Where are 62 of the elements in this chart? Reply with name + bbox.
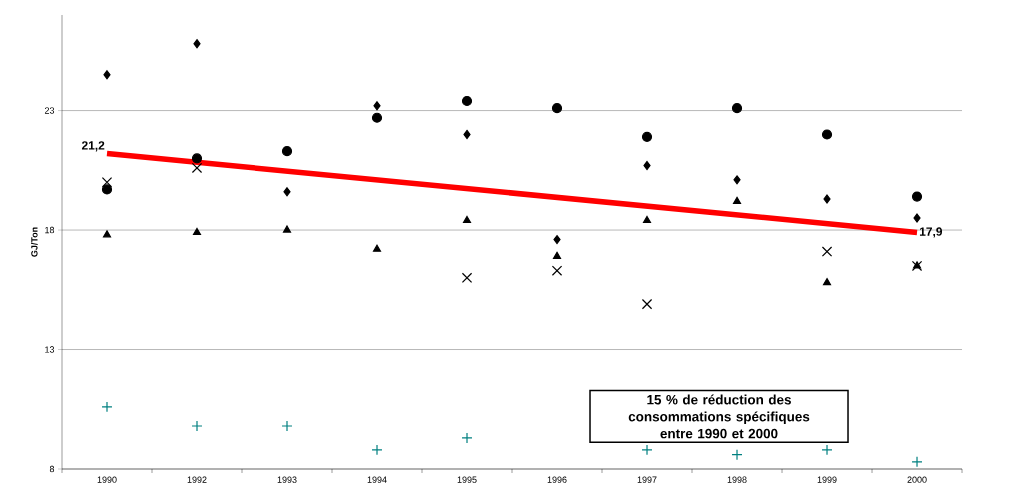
y-tick-label: 13 (45, 346, 55, 353)
point (191, 153, 203, 164)
point (281, 146, 293, 157)
point (553, 235, 561, 245)
point (372, 244, 382, 252)
point (551, 265, 563, 276)
point (101, 401, 113, 413)
point (731, 449, 743, 461)
point (373, 101, 381, 111)
point (191, 162, 203, 174)
point (551, 103, 563, 114)
x-tick-label: 1990 (97, 476, 117, 483)
point (283, 187, 291, 197)
x-tick-label: 1998 (727, 476, 747, 483)
point (552, 251, 562, 259)
point (821, 246, 833, 257)
y-tick-label: 23 (44, 107, 55, 114)
x-tick-label: 1996 (547, 476, 567, 483)
x-tick-label: 1994 (367, 476, 387, 483)
point (371, 444, 383, 456)
data-label: 21,2 (81, 141, 105, 152)
point (913, 213, 921, 223)
point (911, 191, 923, 202)
y-tick-label: 18 (45, 226, 55, 234)
y-tick-label: 8 (49, 465, 55, 473)
point (733, 175, 741, 185)
point (191, 420, 203, 432)
point (823, 194, 831, 204)
point (192, 227, 202, 236)
point (821, 129, 833, 140)
point (282, 225, 292, 233)
point (461, 95, 473, 107)
point (641, 298, 653, 310)
x-tick-label: 1999 (817, 476, 837, 483)
x-tick-label: 1993 (277, 476, 297, 483)
point (461, 272, 473, 284)
point (732, 196, 742, 204)
point (822, 278, 832, 286)
point (462, 215, 472, 224)
annotation: 15 % de réduction des consommations spécifiques entre 1990 et 2000 (628, 394, 810, 439)
point (101, 177, 113, 188)
point (193, 39, 201, 49)
point (103, 70, 111, 80)
data-label: 17,9 (919, 227, 943, 238)
point (281, 420, 293, 432)
point (731, 103, 743, 114)
point (641, 444, 653, 456)
point (643, 160, 651, 171)
x-tick-label: 1997 (637, 476, 657, 483)
x-tick-label: 2000 (907, 476, 927, 483)
point (371, 112, 383, 123)
point (461, 432, 473, 444)
point (642, 215, 652, 224)
y-axis-title: GJ/Ton (30, 227, 38, 257)
point (641, 131, 653, 142)
point (911, 456, 923, 468)
point (102, 230, 112, 238)
point (821, 444, 833, 456)
x-tick-label: 1992 (187, 476, 207, 483)
point (101, 184, 113, 195)
x-tick-label: 1995 (457, 476, 477, 483)
point (463, 129, 471, 140)
